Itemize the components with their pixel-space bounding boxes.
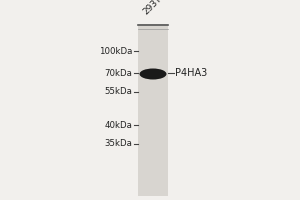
Bar <box>138 24 168 196</box>
Text: 293T: 293T <box>142 0 164 16</box>
Text: 35kDa: 35kDa <box>104 140 132 148</box>
Text: 70kDa: 70kDa <box>104 68 132 77</box>
Text: 100kDa: 100kDa <box>99 46 132 55</box>
Text: 55kDa: 55kDa <box>104 88 132 97</box>
Ellipse shape <box>140 68 166 79</box>
Text: 40kDa: 40kDa <box>104 120 132 130</box>
Text: P4HA3: P4HA3 <box>176 68 208 78</box>
